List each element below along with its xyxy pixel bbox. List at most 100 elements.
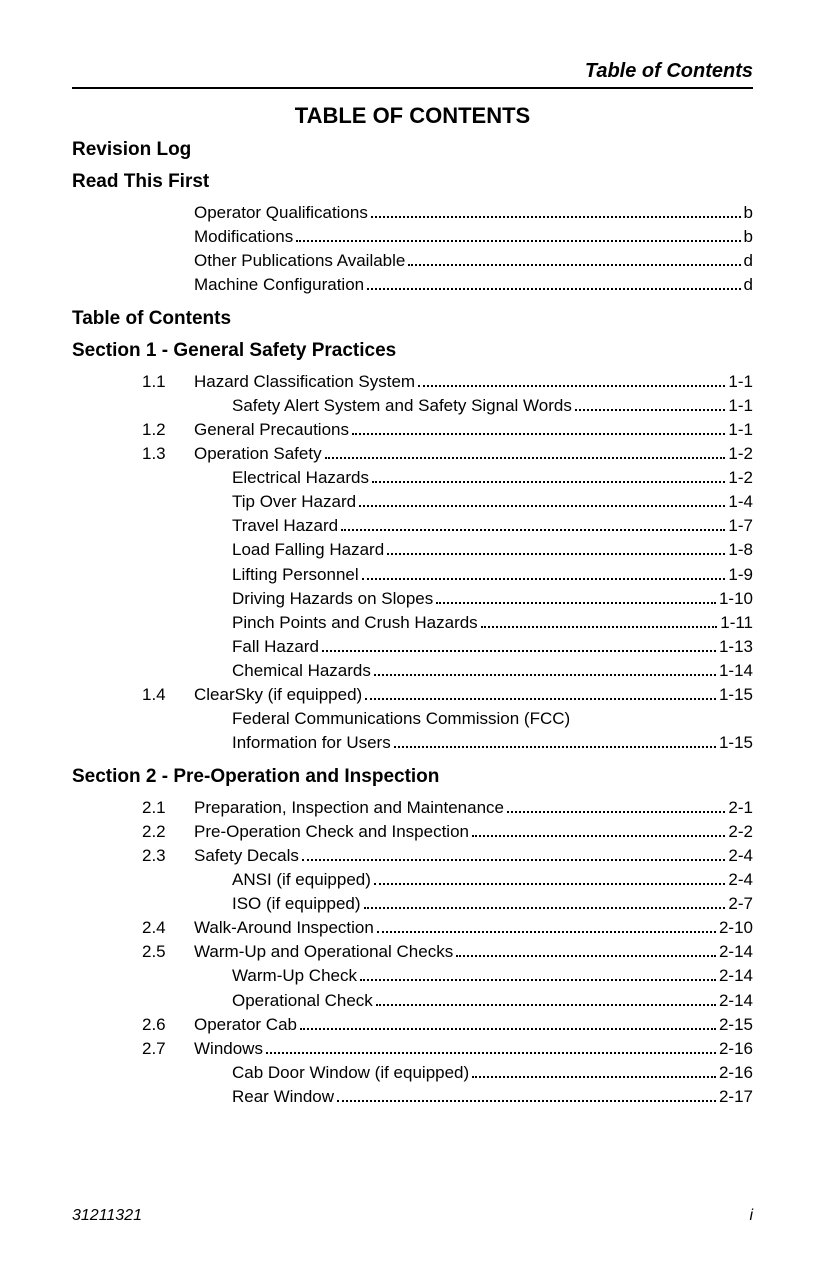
footer: 31211321 i: [72, 1207, 753, 1225]
toc-entry-page: 2-2: [728, 820, 753, 844]
toc-entry-page: 2-10: [719, 916, 753, 940]
toc-entry-number: 2.3: [142, 844, 194, 868]
toc-entry-page: 1-2: [728, 442, 753, 466]
toc-entry-page: 2-17: [719, 1085, 753, 1109]
toc-entry-page: 2-14: [719, 989, 753, 1013]
toc-entry-page: 2-4: [728, 868, 753, 892]
toc-leader-dots: [296, 240, 740, 242]
toc-entry-text: Operator Cab: [194, 1013, 297, 1037]
toc-leader-dots: [364, 907, 726, 909]
toc-leader-dots: [371, 216, 741, 218]
toc-leader-dots: [394, 746, 716, 748]
toc-entry-text: Walk-Around Inspection: [194, 916, 374, 940]
toc-entry: 2.3Safety Decals 2-4: [72, 844, 753, 868]
toc-leader-dots: [377, 931, 716, 933]
toc-leader-dots: [436, 602, 716, 604]
toc-entry-page: 2-16: [719, 1061, 753, 1085]
toc-entry: Cab Door Window (if equipped) 2-16: [72, 1061, 753, 1085]
toc-leader-dots: [266, 1052, 716, 1054]
toc-entry-text: Hazard Classification System: [194, 370, 415, 394]
toc-entry-page: d: [744, 273, 753, 297]
toc-entry-page: 1-1: [728, 394, 753, 418]
toc-entry-text: Lifting Personnel: [194, 563, 359, 587]
toc-entry-number: 2.1: [142, 796, 194, 820]
toc-entry-page: 1-1: [728, 418, 753, 442]
toc-entry-page: 1-15: [719, 731, 753, 755]
toc-entry: Operator Qualificationsb: [72, 201, 753, 225]
toc-entry: Safety Alert System and Safety Signal Wo…: [72, 394, 753, 418]
toc-entry-text: Safety Decals: [194, 844, 299, 868]
toc-entry-text: Electrical Hazards: [194, 466, 369, 490]
toc-entry-page: b: [744, 225, 753, 249]
toc-entry-page: 1-4: [728, 490, 753, 514]
toc-entry: Other Publications Availabled: [72, 249, 753, 273]
toc-entry-text: Operation Safety: [194, 442, 322, 466]
toc-entry-text: Modifications: [194, 225, 293, 249]
toc-entry: ISO (if equipped)2-7: [72, 892, 753, 916]
toc-leader-dots: [387, 553, 725, 555]
toc-entry-text: Cab Door Window (if equipped): [194, 1061, 469, 1085]
toc-entry-page: d: [744, 249, 753, 273]
toc-leader-dots: [376, 1004, 716, 1006]
toc-entry: 1.3Operation Safety1-2: [72, 442, 753, 466]
toc-leader-dots: [359, 505, 725, 507]
toc-entry: Fall Hazard1-13: [72, 635, 753, 659]
toc-entry-page: b: [744, 201, 753, 225]
toc-leader-dots: [337, 1100, 716, 1102]
toc-entry: ANSI (if equipped) 2-4: [72, 868, 753, 892]
toc-entry: Machine Configurationd: [72, 273, 753, 297]
header-rule: [72, 87, 753, 89]
toc-entry-page: 1-13: [719, 635, 753, 659]
toc-entry: Federal Communications Commission (FCC)I…: [72, 707, 753, 755]
toc-leader-dots: [352, 433, 725, 435]
toc-entry: 2.5Warm-Up and Operational Checks2-14: [72, 940, 753, 964]
toc-entry-text: Rear Window: [194, 1085, 334, 1109]
toc-entry-text: Warm-Up Check: [194, 964, 357, 988]
toc-section-1: 1.1Hazard Classification System1-1Safety…: [72, 370, 753, 756]
toc-entry: 2.7Windows2-16: [72, 1037, 753, 1061]
toc-entry-page: 1-2: [728, 466, 753, 490]
toc-entry-number: 1.1: [142, 370, 194, 394]
toc-entry-page: 1-8: [728, 538, 753, 562]
toc-entry-page: 2-15: [719, 1013, 753, 1037]
toc-entry-number: 2.6: [142, 1013, 194, 1037]
toc-leader-dots: [367, 288, 740, 290]
toc-entry-text: Tip Over Hazard: [194, 490, 356, 514]
toc-entry-page: 1-11: [720, 611, 753, 635]
toc-entry-number: 2.4: [142, 916, 194, 940]
toc-entry-text: Operational Check: [194, 989, 373, 1013]
footer-page-number: i: [749, 1207, 753, 1225]
toc-entry-page: 2-4: [728, 844, 753, 868]
toc-entry-text: Pre-Operation Check and Inspection: [194, 820, 469, 844]
toc-entry-page: 1-15: [719, 683, 753, 707]
toc-entry-text: ANSI (if equipped): [194, 868, 371, 892]
toc-leader-dots: [341, 529, 725, 531]
toc-entry-page: 1-7: [728, 514, 753, 538]
toc-leader-dots: [472, 1076, 716, 1078]
toc-leader-dots: [472, 835, 725, 837]
toc-entry-text: Driving Hazards on Slopes: [194, 587, 433, 611]
toc-leader-dots: [418, 385, 725, 387]
heading-table-of-contents: Table of Contents: [72, 308, 753, 330]
toc-entry-page: 1-14: [719, 659, 753, 683]
heading-section-2: Section 2 - Pre-Operation and Inspection: [72, 766, 753, 788]
toc-entry: Load Falling Hazard 1-8: [72, 538, 753, 562]
toc-entry: 2.2Pre-Operation Check and Inspection 2-2: [72, 820, 753, 844]
toc-leader-dots: [360, 979, 716, 981]
toc-entry: Modifications b: [72, 225, 753, 249]
toc-entry-number: 2.7: [142, 1037, 194, 1061]
toc-entry: 1.1Hazard Classification System1-1: [72, 370, 753, 394]
toc-entry-page: 1-10: [719, 587, 753, 611]
toc-entry-number: 2.2: [142, 820, 194, 844]
toc-leader-dots: [322, 650, 716, 652]
toc-entry-text: Windows: [194, 1037, 263, 1061]
toc-entry-page: 2-1: [728, 796, 753, 820]
toc-leader-dots: [300, 1028, 716, 1030]
toc-front-matter: Operator QualificationsbModificationsbOt…: [72, 201, 753, 298]
toc-entry-text: Safety Alert System and Safety Signal Wo…: [194, 394, 572, 418]
toc-entry-text: Information for Users: [194, 731, 391, 755]
toc-leader-dots: [325, 457, 726, 459]
toc-leader-dots: [374, 674, 716, 676]
page: Table of Contents TABLE OF CONTENTS Revi…: [0, 0, 825, 1275]
toc-entry-text: Load Falling Hazard: [194, 538, 384, 562]
